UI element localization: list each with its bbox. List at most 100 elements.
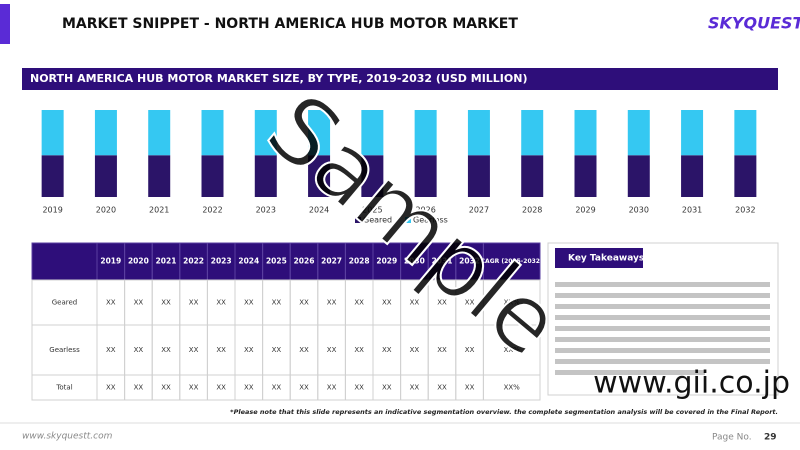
bar-segment bbox=[627, 110, 650, 156]
table-header-cell: 2024 bbox=[238, 257, 259, 266]
table-cell-text: XX bbox=[244, 299, 254, 307]
table-cell-text: XX bbox=[327, 299, 337, 307]
table-cell bbox=[482, 374, 541, 401]
table-header-cell: 2030 bbox=[404, 257, 425, 266]
x-tick-label: 2024 bbox=[309, 206, 329, 215]
page-number: 29 bbox=[764, 433, 777, 443]
chart-title: NORTH AMERICA HUB MOTOR MARKET SIZE, BY … bbox=[30, 72, 527, 85]
table-cell-text: XX bbox=[106, 299, 116, 307]
bar-segment bbox=[308, 155, 331, 197]
table-cell-text: XX bbox=[410, 299, 420, 307]
table-cell-text: XX bbox=[161, 299, 171, 307]
bar-segment bbox=[148, 110, 171, 156]
x-tick-label: 2032 bbox=[735, 206, 755, 215]
bar-segment bbox=[308, 110, 331, 156]
table-header-cell: 2031 bbox=[432, 257, 453, 266]
x-tick-label: 2028 bbox=[522, 206, 542, 215]
x-tick-label: 2031 bbox=[682, 206, 702, 215]
table-cell-text: XX bbox=[244, 384, 254, 392]
x-tick-label: 2022 bbox=[202, 206, 222, 215]
table-cell-text: Gearless bbox=[49, 346, 80, 354]
table-cell-text: XX bbox=[465, 384, 475, 392]
x-tick-label: 2020 bbox=[96, 206, 116, 215]
table-cell-text: XX bbox=[106, 384, 116, 392]
table-header-cell: 2028 bbox=[349, 257, 370, 266]
blurred-text bbox=[555, 282, 770, 375]
table-header-cell: CAGR (2025-2032) bbox=[481, 258, 543, 265]
bar-segment bbox=[414, 155, 437, 197]
bar-segment bbox=[201, 110, 224, 156]
table-cell-text: XX bbox=[299, 346, 309, 354]
table-cell-text: XX bbox=[161, 384, 171, 392]
table-cell-text: XX bbox=[382, 384, 392, 392]
table-cell-text: XX bbox=[189, 346, 199, 354]
table-cell-text: XX bbox=[161, 346, 171, 354]
table-cell-text: XX bbox=[437, 346, 447, 354]
bar-segment bbox=[681, 155, 704, 197]
table-cell-text: XX bbox=[272, 299, 282, 307]
table-cell-text: XX bbox=[299, 299, 309, 307]
chart: 2019 2020 2021 2022 2023 2024 2025 2026 2027 2028… bbox=[41, 110, 757, 225]
bar-segment bbox=[361, 155, 384, 197]
bar-segment bbox=[361, 110, 384, 156]
slide-title: MARKET SNIPPET - NORTH AMERICA HUB MOTOR… bbox=[62, 16, 518, 32]
bar-segment bbox=[254, 110, 277, 156]
table-cell-text: XX bbox=[354, 299, 364, 307]
accent-bar bbox=[0, 4, 10, 44]
table-cell-text: XX bbox=[437, 299, 447, 307]
x-tick-label: 2026 bbox=[415, 206, 435, 215]
table-cell-text: XX bbox=[410, 384, 420, 392]
table-cell-text: XX% bbox=[504, 299, 521, 307]
table: 2019 2020 2021 2022 2023 2024 2025 2026 2027 2028… bbox=[31, 242, 543, 401]
bar-segment bbox=[627, 155, 650, 197]
table-cell-text: XX% bbox=[504, 346, 521, 354]
table-cell-text: XX% bbox=[504, 384, 521, 392]
table-cell-text: XX bbox=[465, 346, 475, 354]
bar-segment bbox=[734, 155, 757, 197]
bar-segment bbox=[521, 155, 544, 197]
table-cell-text: XX bbox=[134, 384, 144, 392]
x-tick-label: 2027 bbox=[469, 206, 489, 215]
table-header-cell: 2022 bbox=[183, 257, 204, 266]
table-cell-text: XX bbox=[382, 346, 392, 354]
x-tick-label: 2025 bbox=[362, 206, 382, 215]
legend-label: Geared bbox=[363, 216, 392, 225]
takeaways-title: Key Takeaways bbox=[568, 254, 644, 264]
bar-segment bbox=[521, 110, 544, 156]
footnote: *Please note that this slide represents … bbox=[230, 408, 778, 416]
bar-segment bbox=[467, 110, 490, 156]
chart-title-bar bbox=[22, 68, 778, 90]
table-cell-text: XX bbox=[354, 346, 364, 354]
legend-swatch bbox=[405, 217, 411, 223]
x-tick-label: 2023 bbox=[256, 206, 276, 215]
table-cell-text: XX bbox=[272, 384, 282, 392]
table-cell-text: XX bbox=[216, 384, 226, 392]
bar-segment bbox=[94, 155, 117, 197]
bar-segment bbox=[467, 155, 490, 197]
table-cell-text: Total bbox=[55, 384, 72, 392]
table-header-cell: 2029 bbox=[376, 257, 397, 266]
bar-segment bbox=[574, 155, 597, 197]
x-tick-label: 2029 bbox=[575, 206, 595, 215]
table-cell-text: XX bbox=[134, 346, 144, 354]
table-header-cell: 2020 bbox=[128, 257, 149, 266]
bar-segment bbox=[254, 155, 277, 197]
legend-swatch bbox=[355, 217, 361, 223]
table-cell-text: XX bbox=[410, 346, 420, 354]
takeaways-label-bg bbox=[555, 248, 643, 268]
table-cell-text: XX bbox=[134, 299, 144, 307]
table-cell-text: XX bbox=[106, 346, 116, 354]
bar-segment bbox=[201, 155, 224, 197]
table-cell-text: XX bbox=[216, 299, 226, 307]
table-cell-text: XX bbox=[216, 346, 226, 354]
watermark-site: www.gii.co.jp bbox=[593, 366, 790, 401]
table-header-cell: 2032 bbox=[459, 257, 480, 266]
bar-segment bbox=[41, 155, 64, 197]
bar-segment bbox=[41, 110, 64, 156]
bar-segment bbox=[734, 110, 757, 156]
x-tick-label: 2021 bbox=[149, 206, 169, 215]
table-header-cell: 2023 bbox=[211, 257, 232, 266]
table-header-cell: 2025 bbox=[266, 257, 287, 266]
table-cell-text: XX bbox=[189, 299, 199, 307]
